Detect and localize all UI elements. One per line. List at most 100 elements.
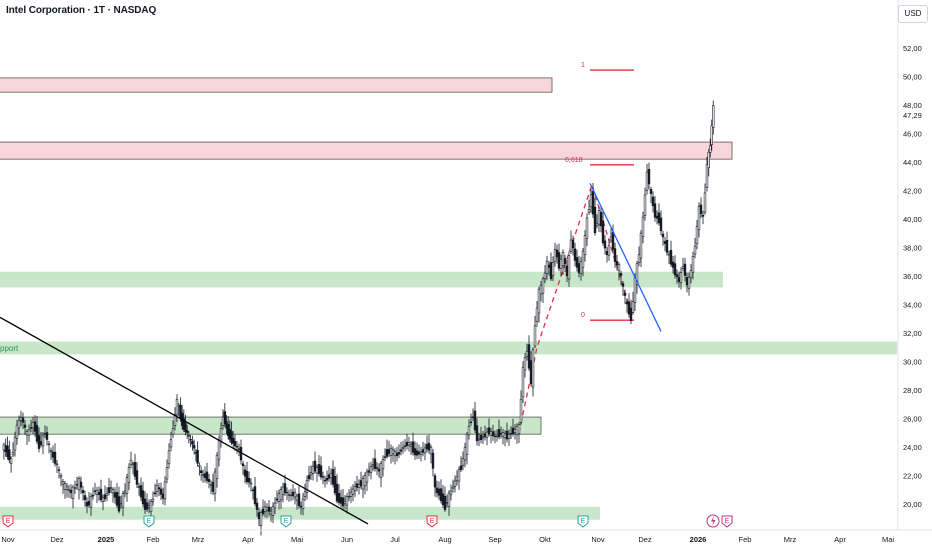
- candle: [673, 263, 677, 276]
- earnings-label: E: [430, 518, 435, 525]
- support-label: pport: [0, 344, 19, 353]
- candle: [375, 467, 379, 469]
- earnings-label: E: [6, 518, 11, 525]
- candle: [323, 479, 327, 482]
- candle: [187, 435, 191, 437]
- candle: [407, 442, 411, 446]
- x-tick-label: Aug: [438, 535, 451, 544]
- short-downtrend-line[interactable]: [589, 183, 662, 332]
- candle: [141, 490, 145, 505]
- earnings-event-icon[interactable]: [2, 515, 14, 528]
- support-zone[interactable]: [0, 341, 897, 355]
- earnings-event-icon[interactable]: [577, 515, 589, 528]
- candle: [507, 434, 511, 440]
- candle: [451, 486, 455, 489]
- candle: [569, 239, 573, 252]
- candle: [599, 211, 603, 227]
- candle: [129, 459, 133, 466]
- earnings-event-icon[interactable]: [143, 515, 155, 528]
- fib-level-label: 0: [581, 312, 585, 319]
- candle: [335, 483, 339, 502]
- y-tick-label: 22,00: [903, 472, 922, 481]
- candle: [209, 484, 213, 487]
- resistance-zone[interactable]: [0, 141, 733, 160]
- candle: [415, 450, 419, 456]
- fib-dashed-path[interactable]: [518, 182, 633, 433]
- candle: [481, 436, 485, 439]
- candle: [617, 264, 621, 271]
- candle: [69, 490, 73, 493]
- candle: [291, 491, 295, 497]
- candle: [11, 451, 15, 456]
- candle: [533, 325, 537, 347]
- earnings-event-icon[interactable]: [426, 515, 438, 528]
- candle: [53, 451, 57, 464]
- resistance-zone[interactable]: [0, 77, 553, 93]
- candle: [257, 512, 261, 519]
- candle: [505, 430, 509, 440]
- candle: [99, 488, 103, 500]
- candle: [331, 469, 335, 485]
- candle: [215, 454, 219, 479]
- earnings-event-icon[interactable]: [280, 515, 292, 528]
- x-tick-label: Nov: [1, 535, 15, 544]
- currency-button[interactable]: USD: [898, 5, 928, 23]
- candle: [61, 480, 65, 485]
- candle: [623, 292, 627, 296]
- candle: [677, 277, 681, 282]
- candle: [281, 486, 285, 495]
- candle: [635, 263, 639, 285]
- x-tick-label: Jul: [390, 535, 400, 544]
- candle: [167, 450, 171, 465]
- candle: [409, 444, 413, 447]
- candle: [385, 449, 389, 457]
- candle: [349, 491, 353, 497]
- support-zone[interactable]: [0, 506, 600, 520]
- candle: [285, 491, 289, 494]
- support-zone[interactable]: [0, 271, 723, 288]
- candle: [477, 438, 481, 441]
- candle: [245, 470, 249, 483]
- candle: [707, 151, 710, 169]
- candle: [467, 426, 471, 436]
- candle: [681, 266, 685, 269]
- candle: [199, 470, 203, 473]
- candle: [309, 472, 313, 476]
- candle: [483, 433, 487, 437]
- candle: [21, 417, 25, 423]
- candle: [39, 441, 43, 446]
- earnings-label: E: [284, 518, 289, 525]
- candle: [675, 274, 679, 278]
- earnings-event-icon[interactable]: [721, 515, 733, 528]
- y-tick-label: 36,00: [903, 272, 922, 281]
- candle: [327, 474, 331, 479]
- candle: [691, 256, 695, 273]
- y-tick-label: 40,00: [903, 215, 922, 224]
- candle: [501, 432, 505, 437]
- candle: [445, 502, 449, 504]
- candle: [171, 428, 175, 435]
- candle: [55, 463, 59, 466]
- candle: [139, 485, 143, 498]
- candle: [531, 349, 535, 388]
- x-tick-label: Dez: [50, 535, 64, 544]
- candle: [547, 264, 551, 268]
- candle: [405, 441, 409, 446]
- candle: [559, 258, 563, 269]
- y-tick-label: 26,00: [903, 415, 922, 424]
- candle: [487, 427, 491, 435]
- lightning-icon: [711, 516, 716, 526]
- candle: [59, 475, 63, 478]
- candle: [151, 498, 155, 502]
- earnings-label: E: [725, 518, 730, 525]
- candle: [147, 505, 151, 508]
- candle: [273, 502, 277, 509]
- candle: [575, 257, 579, 268]
- support-zone[interactable]: [0, 416, 542, 435]
- long-downtrend-line[interactable]: [0, 316, 369, 525]
- candle: [137, 486, 141, 488]
- candle: [637, 254, 641, 263]
- candle: [41, 435, 45, 447]
